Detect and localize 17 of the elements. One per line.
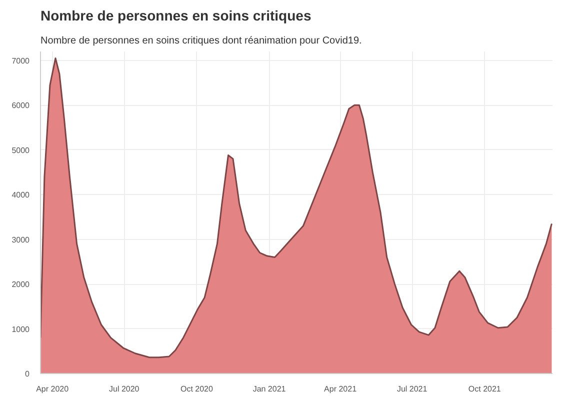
y-tick-label: 4000 bbox=[12, 190, 30, 200]
y-tick-label: 3000 bbox=[12, 235, 30, 244]
x-tick-label: Apr 2020 bbox=[36, 384, 70, 394]
chart-title: Nombre de personnes en soins critiques bbox=[40, 8, 312, 24]
y-tick-label: 1000 bbox=[12, 324, 30, 334]
y-tick-label: 2000 bbox=[12, 280, 30, 290]
y-tick-label: 7000 bbox=[12, 56, 30, 66]
x-tick-label: Jul 2021 bbox=[396, 384, 428, 394]
x-tick-label: Oct 2020 bbox=[180, 384, 214, 394]
y-tick-label: 0 bbox=[25, 370, 30, 378]
x-tick-label: Jul 2020 bbox=[109, 384, 140, 394]
chart-subtitle: Nombre de personnes en soins critiques dont réanimation pour Covid19. bbox=[40, 36, 362, 46]
x-tick-label: Apr 2021 bbox=[324, 384, 358, 394]
y-tick-label: 5000 bbox=[12, 146, 30, 155]
x-tick-label: Oct 2021 bbox=[468, 384, 502, 394]
x-tick-label: Jan 2021 bbox=[252, 384, 286, 394]
y-tick-label: 6000 bbox=[12, 101, 30, 110]
